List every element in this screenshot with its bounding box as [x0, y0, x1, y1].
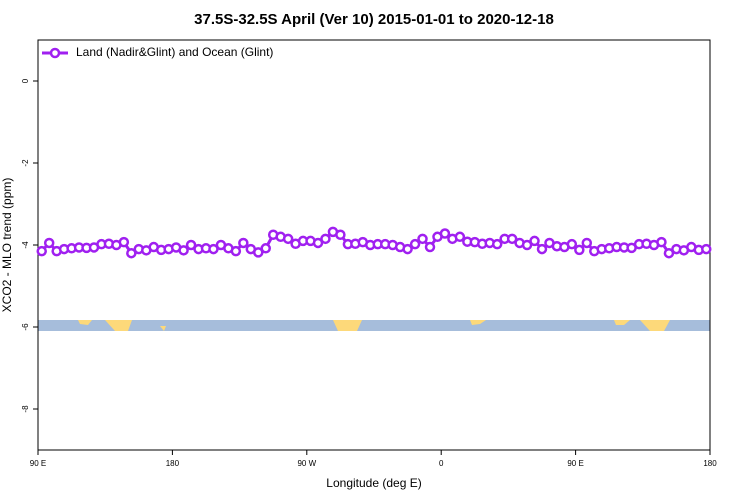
data-point: [118, 236, 130, 248]
x-tick-label: 180: [166, 459, 180, 468]
data-point: [312, 237, 324, 249]
y-axis-label: XCO2 - MLO trend (ppm): [0, 178, 14, 313]
land: [640, 320, 670, 331]
data-point: [126, 247, 137, 259]
data-point: [178, 245, 189, 256]
y-tick-label: -6: [21, 323, 30, 331]
land: [78, 320, 92, 325]
data-point: [238, 237, 249, 249]
x-tick-label: 180: [703, 459, 717, 468]
chart-title: 37.5S-32.5S April (Ver 10) 2015-01-01 to…: [194, 11, 554, 28]
legend-marker: [49, 47, 61, 59]
y-tick-label: -4: [21, 241, 30, 249]
x-axis-label: Longitude (deg E): [326, 476, 421, 490]
data-point: [656, 236, 667, 248]
data-point: [701, 243, 712, 255]
x-tick-label: 90 W: [297, 459, 316, 468]
data-point: [253, 247, 264, 258]
data-point: [320, 233, 331, 245]
y-tick-label: 0: [21, 78, 30, 83]
data-point: [663, 247, 675, 259]
ocean-band: [38, 320, 710, 331]
y-tick-label: -2: [21, 159, 30, 167]
data-point: [536, 243, 548, 255]
land: [160, 326, 166, 331]
data-point: [439, 228, 451, 239]
data-point: [491, 238, 503, 250]
data-point: [529, 235, 540, 247]
data-point: [185, 239, 197, 251]
land: [470, 320, 486, 325]
x-tick-label: 90 E: [567, 459, 583, 468]
land: [105, 320, 132, 331]
data-point: [566, 238, 578, 250]
map-strip: [38, 320, 710, 331]
data-point: [208, 243, 219, 255]
data-point: [581, 237, 593, 249]
data-point: [282, 233, 294, 245]
data-point: [43, 237, 55, 249]
y-tick-label: -8: [21, 405, 30, 413]
data-point: [402, 243, 413, 255]
land: [614, 320, 630, 325]
x-tick-label: 0: [439, 459, 444, 468]
data-point: [454, 231, 466, 243]
legend-label: Land (Nadir&Glint) and Ocean (Glint): [76, 45, 273, 59]
data-point: [506, 233, 518, 245]
data-point: [36, 245, 47, 257]
data-point: [260, 243, 271, 254]
data-point: [424, 241, 436, 253]
land: [333, 320, 362, 331]
data-point: [409, 238, 421, 250]
data-point: [521, 239, 533, 251]
x-tick-label: 90 E: [30, 459, 46, 468]
data-point: [335, 229, 346, 240]
data-point: [230, 245, 242, 257]
data-point: [417, 233, 428, 245]
data-point: [574, 244, 585, 256]
